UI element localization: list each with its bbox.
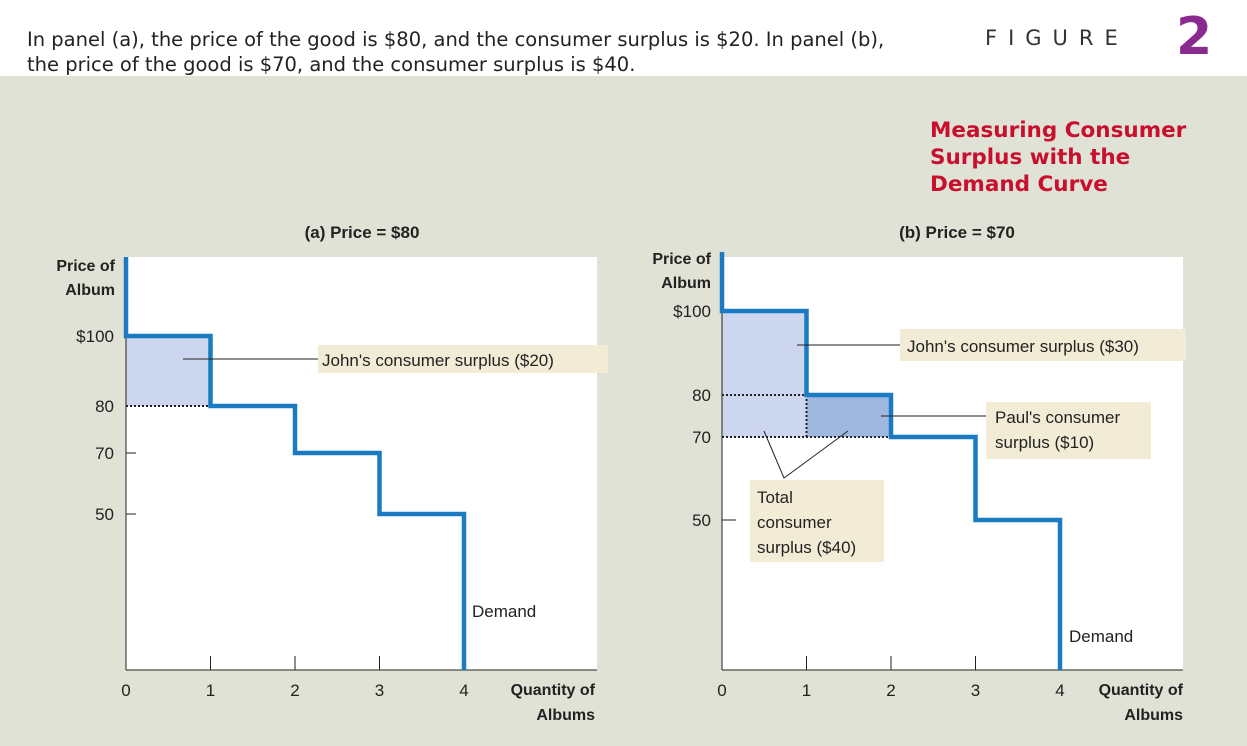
x-tick-label: 0 bbox=[121, 681, 130, 700]
figure-title: Measuring Consumer Surplus with the Dema… bbox=[930, 118, 1187, 197]
annotation-total-surplus-line-3: surplus ($40) bbox=[757, 538, 856, 557]
annotation-john-surplus: John's consumer surplus ($30) bbox=[907, 337, 1139, 356]
x-tick-label: 2 bbox=[290, 681, 299, 700]
label-box-paul-surplus bbox=[986, 402, 1151, 459]
surplus-region-1 bbox=[722, 311, 807, 437]
y-axis-label-line-1: Price of bbox=[56, 258, 115, 275]
y-tick-label: 70 bbox=[692, 428, 711, 447]
x-axis-label-line-2: Albums bbox=[536, 707, 595, 724]
y-tick-label: 80 bbox=[95, 397, 114, 416]
x-tick-label: 3 bbox=[375, 681, 384, 700]
annotation-total-surplus-line-1: Total bbox=[757, 488, 793, 507]
figure-caption: In panel (a), the price of the good is $… bbox=[27, 28, 885, 76]
caption-bar bbox=[0, 0, 1247, 76]
panel-a: (a) Price = $80 Price of Album Quantity … bbox=[56, 223, 608, 724]
demand-label: Demand bbox=[472, 602, 536, 621]
x-axis-label-line-1: Quantity of bbox=[1099, 682, 1184, 699]
demand-label: Demand bbox=[1069, 627, 1133, 646]
x-tick-label: 3 bbox=[971, 681, 980, 700]
y-axis-label-line-2: Album bbox=[65, 282, 115, 299]
demand-curve bbox=[123, 257, 467, 670]
x-tick-label: 1 bbox=[802, 681, 811, 700]
x-axis-label-line-2: Albums bbox=[1124, 707, 1183, 724]
panel-b-title: (b) Price = $70 bbox=[899, 223, 1015, 242]
label-box-total-surplus bbox=[750, 480, 884, 562]
y-axis-label-line-2: Album bbox=[661, 275, 711, 292]
label-box-john-surplus bbox=[900, 329, 1186, 361]
y-tick-label: 50 bbox=[95, 505, 114, 524]
leader-line-total-surplus bbox=[763, 430, 849, 479]
x-tick-label: 1 bbox=[206, 681, 215, 700]
surplus-region-2 bbox=[806, 395, 891, 437]
figure-label: FIGURE bbox=[985, 26, 1129, 50]
x-tick-label: 0 bbox=[717, 681, 726, 700]
y-tick-label: 80 bbox=[692, 386, 711, 405]
y-tick-label: 50 bbox=[692, 511, 711, 530]
x-axis-label-line-1: Quantity of bbox=[511, 682, 596, 699]
plot-area-a bbox=[126, 257, 597, 670]
annotation-paul-surplus-line-1: Paul's consumer bbox=[995, 408, 1120, 427]
annotation-total-surplus-line-2: consumer bbox=[757, 513, 832, 532]
surplus-region-1 bbox=[126, 336, 211, 406]
y-tick-label: $100 bbox=[673, 302, 711, 321]
label-box-john-surplus bbox=[318, 345, 608, 373]
y-axis-label-line-1: Price of bbox=[652, 251, 711, 268]
x-tick-label: 2 bbox=[886, 681, 895, 700]
x-tick-label: 4 bbox=[1055, 681, 1064, 700]
panel-b: (b) Price = $70 Price of Album Quantity … bbox=[652, 223, 1186, 724]
y-tick-label: $100 bbox=[76, 327, 114, 346]
panel-a-title: (a) Price = $80 bbox=[305, 223, 420, 242]
figure-number: 2 bbox=[1176, 7, 1213, 67]
y-tick-label: 70 bbox=[95, 444, 114, 463]
annotation-paul-surplus-line-2: surplus ($10) bbox=[995, 433, 1094, 452]
x-tick-label: 4 bbox=[459, 681, 468, 700]
annotation-john-surplus: John's consumer surplus ($20) bbox=[322, 351, 554, 370]
